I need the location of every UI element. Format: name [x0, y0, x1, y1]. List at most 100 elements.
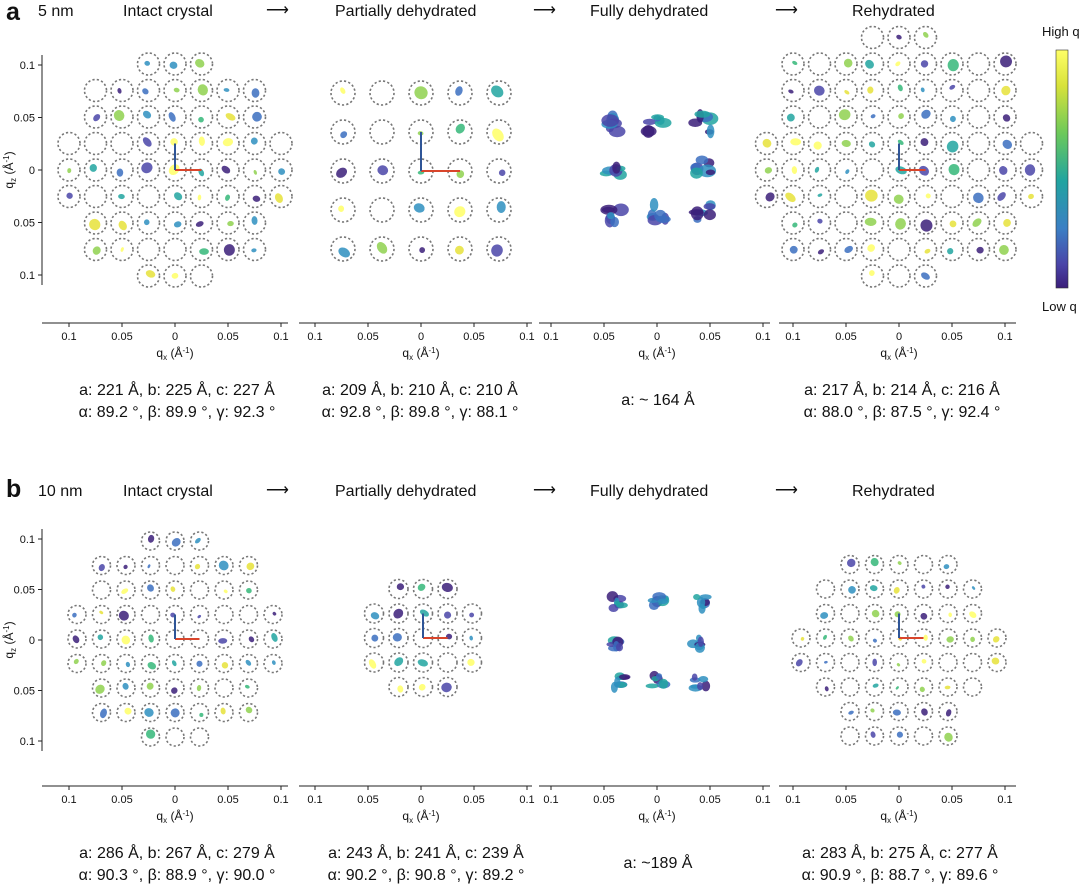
b-intact-spot: [98, 564, 105, 572]
b-intact-ring: [91, 629, 112, 649]
a-rehydrated-ring: [913, 237, 938, 262]
a-full-blob: [654, 209, 667, 222]
b-intact-ring: [238, 604, 259, 625]
b-intact-ring: [140, 555, 161, 576]
b-intact-spot: [124, 707, 132, 715]
b-partial-spot: [419, 609, 430, 617]
a-intact-ring: [136, 105, 161, 129]
a-intact-spot: [141, 162, 153, 174]
a-rehydrated-spot: [865, 59, 874, 69]
a-rehydrated-ring: [940, 237, 964, 262]
b-rehydrated-spot: [943, 564, 950, 570]
a-rehydrated-spot: [845, 169, 850, 174]
panel-b-size: 10 nm: [38, 483, 83, 500]
a-intact-ring: [163, 264, 187, 288]
a-rehydrated-ring: [966, 105, 991, 129]
a-rehydrated-ring: [993, 52, 1017, 76]
a-rehydrated-spot: [844, 90, 850, 95]
a-partial-ring: [486, 80, 512, 106]
a-intact-spot: [92, 246, 101, 255]
a-rehydrated-spot: [893, 194, 904, 204]
a-partial-ring: [369, 197, 395, 223]
a-rehydrated-ring: [860, 105, 885, 129]
b-intact-ring: [238, 653, 259, 674]
b-intact-ring: [189, 727, 210, 747]
panel-b-title-intact: Intact crystal: [123, 483, 213, 500]
b-rehydrated-spot: [872, 638, 877, 643]
a-partial-spot: [456, 170, 465, 178]
b-intact-ring: [116, 555, 136, 576]
colorbar-high-label: High q: [1042, 24, 1080, 39]
arrow-a-2: ⟶: [533, 2, 556, 19]
b-rehydrated-ring: [815, 603, 836, 624]
b-intact-spot: [245, 659, 252, 666]
panel-a-title-intact: Intact crystal: [123, 3, 213, 20]
b-intact-spot: [147, 662, 157, 670]
panel-b-title-full: Fully dehydrated: [590, 483, 709, 500]
a-rehydrated-spot: [1002, 139, 1013, 149]
b-rehydrated-spot: [921, 708, 928, 716]
a-rehydrated-spot: [864, 217, 877, 226]
a-rehydrated-ring: [913, 52, 938, 76]
b-rehydrated-spot: [896, 663, 901, 667]
b-partial-ring: [461, 627, 483, 649]
b-full-blob: [645, 683, 659, 689]
a-intact-ring: [216, 78, 240, 103]
b-rehydrated-spot: [944, 732, 953, 742]
a-rehydrated-ring: [966, 131, 991, 156]
a-partial-spot: [419, 247, 426, 253]
b-xtick-label: 0.05: [217, 794, 238, 806]
b-rehydrated-ring: [840, 628, 860, 648]
b-rehydrated-spot: [870, 557, 879, 567]
b-xtick-label: 0.05: [699, 794, 720, 806]
a-partial-ring: [447, 119, 473, 145]
b-partial-ring: [388, 627, 409, 649]
b-xtick-label: 0.1: [519, 794, 534, 806]
a-rehydrated-ring: [913, 184, 938, 209]
a-intact-ring: [189, 264, 214, 288]
a-rehydrated-spot: [946, 140, 959, 153]
a-intact-ring: [189, 52, 214, 76]
a-full-blob: [601, 114, 619, 127]
b-intact-ring: [165, 580, 185, 600]
b-ytick-label: 0: [29, 635, 35, 647]
b-intact-ring: [91, 702, 112, 723]
b-intact-spot: [199, 712, 204, 717]
a-partial-ring: [369, 80, 395, 106]
b-intact-ring: [67, 604, 87, 625]
b-intact-spot: [246, 587, 252, 594]
b-full-blob: [614, 676, 621, 688]
a-intact-spot: [173, 221, 182, 228]
b-partial-spot: [394, 657, 404, 667]
a-rehydrated-ring: [1019, 184, 1044, 209]
b-intact-spot: [101, 660, 107, 666]
a-rehydrated-spot: [1001, 85, 1011, 96]
b-rehydrated-spot: [992, 636, 1000, 643]
a-xtick-label: 0.1: [997, 331, 1012, 343]
a-rehydrated-ring: [807, 52, 832, 76]
a-rehydrated-spot: [920, 219, 933, 232]
a-rehydrated-ring: [887, 105, 911, 129]
a-ytick-label: 0.1: [20, 270, 35, 282]
b-intact-ring: [140, 629, 161, 649]
a-intact-spot: [252, 111, 262, 122]
b-partial-ring: [412, 578, 434, 600]
b-rehydrated-ring: [815, 579, 836, 599]
a-intact-spot: [144, 60, 151, 66]
a-rehydrated-ring: [887, 25, 911, 50]
a-rehydrated-ring: [940, 131, 964, 156]
b-intact-spot: [171, 687, 178, 694]
b-intact-spot: [121, 635, 131, 645]
a-intact-ring: [189, 78, 214, 103]
b-rehydrated-ring: [938, 628, 958, 648]
a-partial-ring: [447, 236, 473, 262]
b-partial-ring: [437, 627, 458, 649]
a-rehydrated-spot: [813, 85, 825, 96]
a-rehydrated-ring: [860, 131, 885, 156]
a-xtick-label: 0.05: [835, 331, 856, 343]
a-intact-spot: [89, 163, 97, 172]
b-partial-ring: [412, 676, 434, 698]
